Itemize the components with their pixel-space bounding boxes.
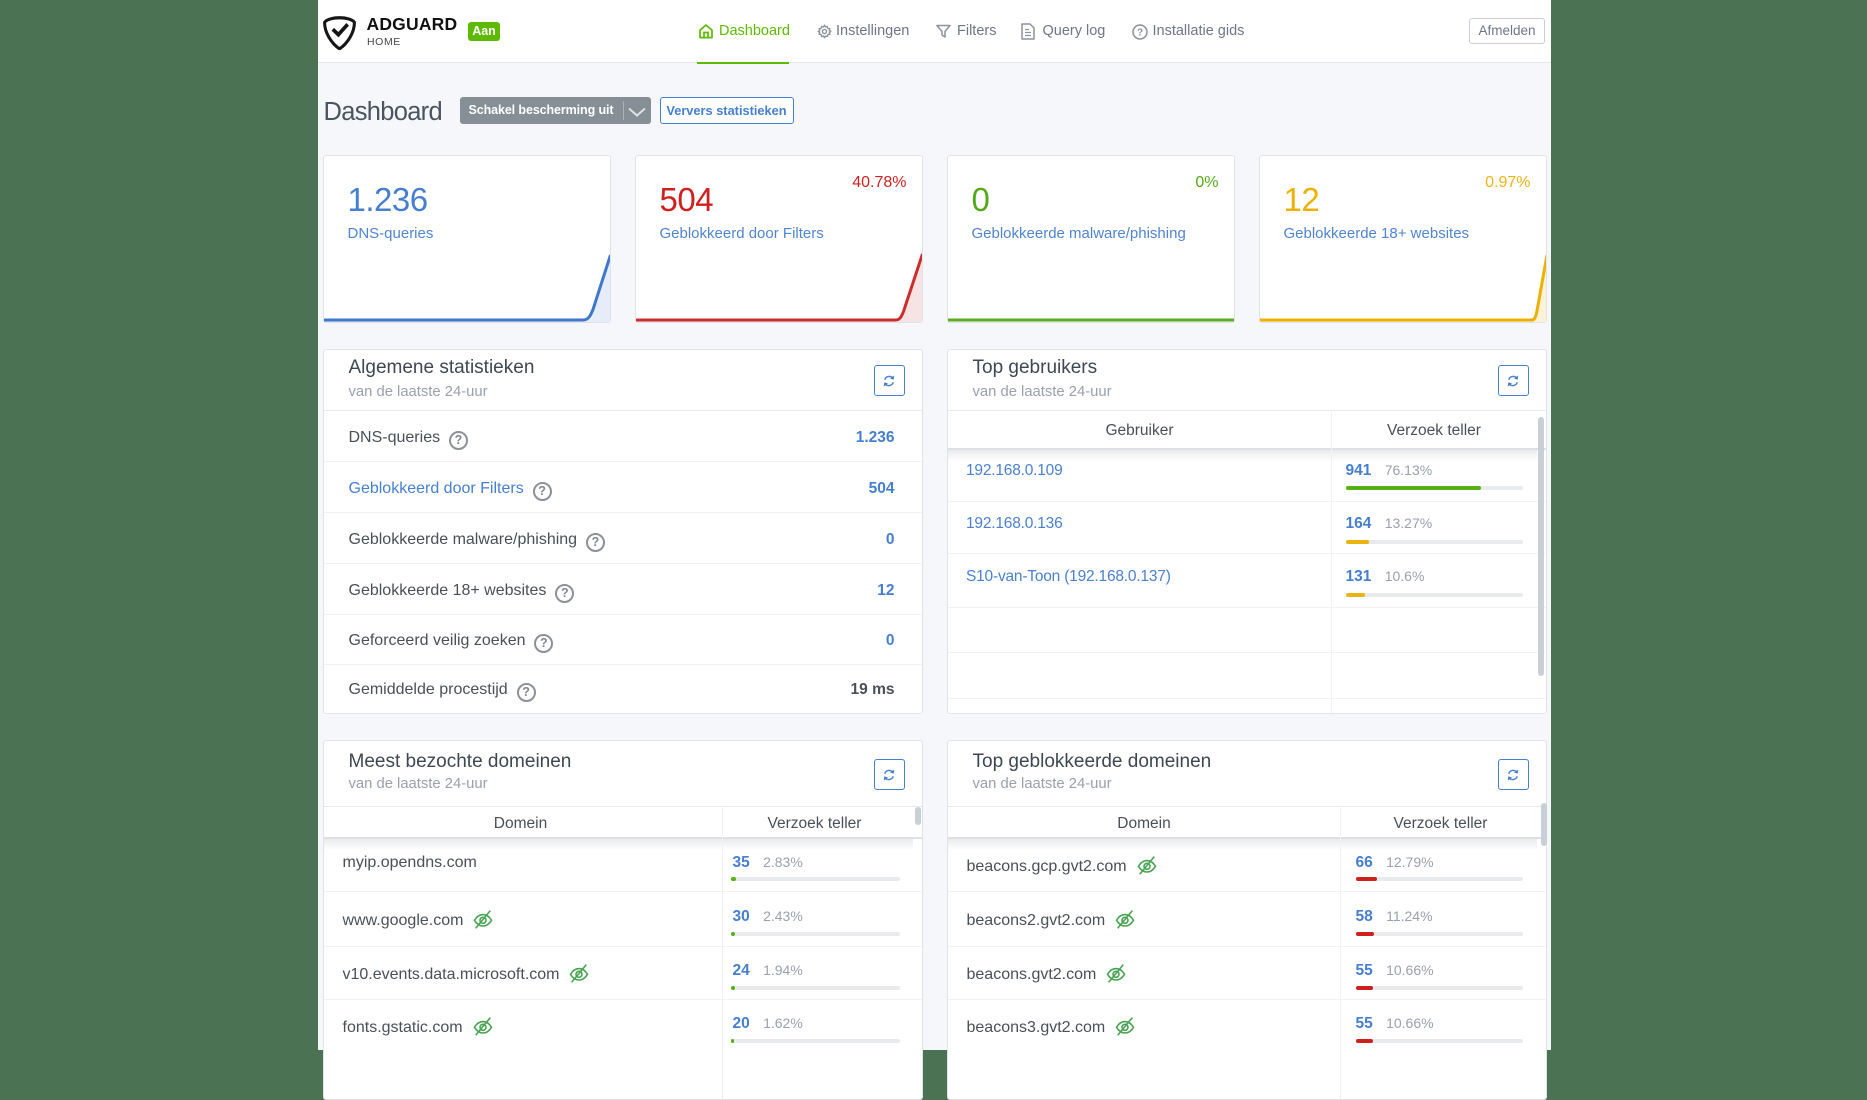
- svg-text:?: ?: [1136, 28, 1142, 39]
